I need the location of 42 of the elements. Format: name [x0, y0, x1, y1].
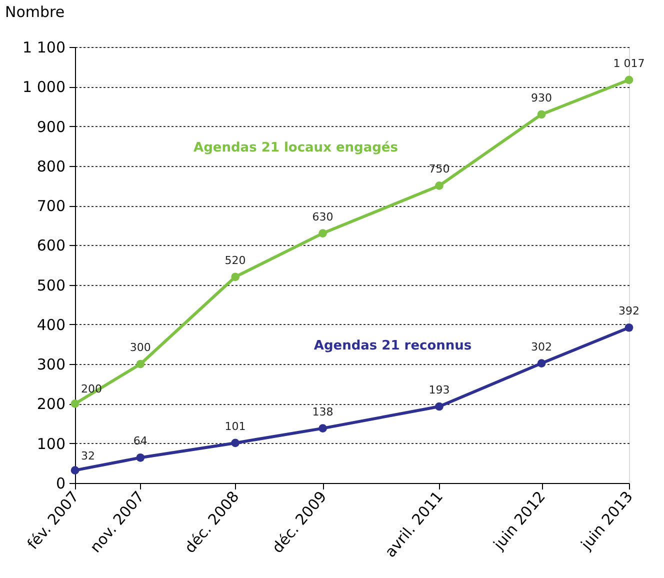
point	[318, 229, 327, 238]
y-tick-label: 900	[36, 118, 66, 136]
y-tick-label: 1 100	[22, 38, 66, 56]
y-tick-label: 600	[36, 236, 66, 255]
y-tick-label: 800	[36, 157, 66, 176]
data-label: 930	[531, 91, 552, 104]
point	[136, 453, 145, 462]
point	[231, 438, 240, 448]
point	[136, 360, 145, 368]
text: Agendas 21 reconnus	[314, 338, 472, 354]
point	[70, 466, 80, 474]
data-label: 750	[428, 162, 450, 176]
y-tick-label: 700	[36, 197, 66, 216]
y-tick-label: 100	[36, 434, 66, 453]
data-label: 101	[224, 420, 246, 433]
y-tick-label: 400	[36, 316, 66, 334]
y-tick-label: 1 000	[22, 78, 66, 96]
point	[435, 182, 444, 190]
point	[624, 76, 634, 84]
point	[231, 272, 240, 282]
data-label: 630	[312, 210, 334, 224]
point	[537, 110, 546, 119]
point	[537, 359, 546, 368]
data-label: 300	[130, 341, 151, 354]
data-label: 64	[133, 434, 148, 448]
point	[318, 424, 327, 432]
point	[435, 402, 444, 411]
data-label: 392	[618, 304, 640, 318]
point	[624, 323, 634, 332]
data-label: 520	[224, 254, 246, 267]
y-tick-label: 200	[36, 395, 66, 414]
text: Agendas 21 locaux engagés	[194, 140, 398, 156]
data-label: 32	[81, 449, 95, 462]
y-tick-label: 500	[36, 276, 66, 294]
data-label: 193	[428, 384, 450, 396]
data-label: 302	[531, 340, 552, 354]
y-axis-title: Nombre	[5, 3, 65, 21]
y-tick-label: 300	[36, 356, 66, 374]
data-label: 138	[312, 405, 334, 418]
point	[70, 400, 80, 408]
data-label: 1 017	[613, 56, 645, 70]
y-tick-label: 0	[56, 474, 66, 492]
